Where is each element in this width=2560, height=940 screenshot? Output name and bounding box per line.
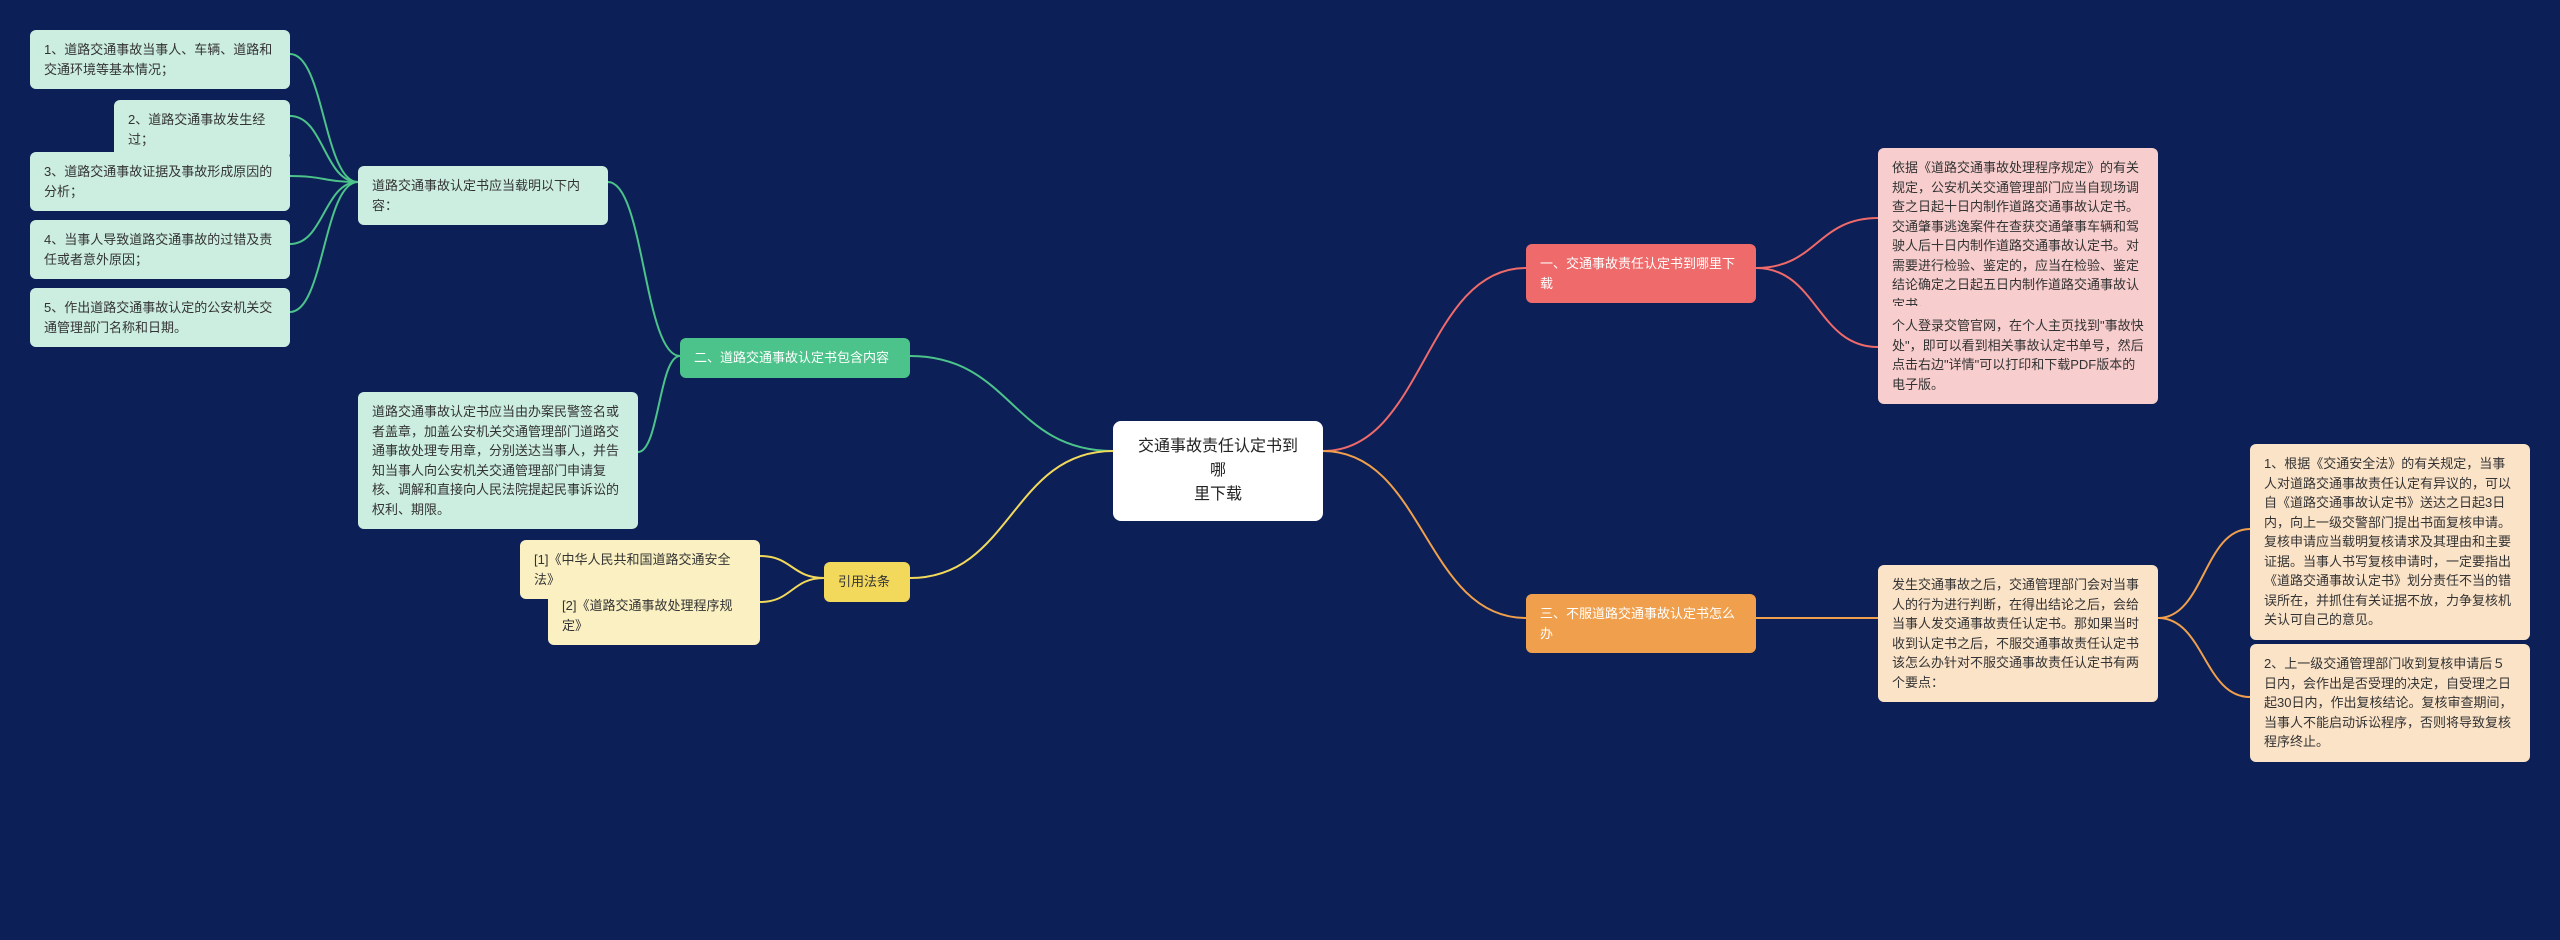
node-b2c1d: 4、当事人导致道路交通事故的过错及责任或者意外原因； — [30, 220, 290, 279]
node-b1: 一、交通事故责任认定书到哪里下载 — [1526, 244, 1756, 303]
node-b2: 二、道路交通事故认定书包含内容 — [680, 338, 910, 378]
node-b4: 引用法条 — [824, 562, 910, 602]
node-b2c1a: 1、道路交通事故当事人、车辆、道路和交通环境等基本情况； — [30, 30, 290, 89]
node-b2c1c: 3、道路交通事故证据及事故形成原因的分析； — [30, 152, 290, 211]
node-b3c1b: 2、上一级交通管理部门收到复核申请后５日内，会作出是否受理的决定，自受理之日起3… — [2250, 644, 2530, 762]
node-b2c1b: 2、道路交通事故发生经过； — [114, 100, 290, 159]
node-b3c1: 发生交通事故之后，交通管理部门会对当事人的行为进行判断，在得出结论之后，会给当事… — [1878, 565, 2158, 702]
node-b2c1: 道路交通事故认定书应当载明以下内容： — [358, 166, 608, 225]
node-b2c2: 道路交通事故认定书应当由办案民警签名或者盖章，加盖公安机关交通管理部门道路交通事… — [358, 392, 638, 529]
node-b4c2: [2]《道路交通事故处理程序规定》 — [548, 586, 760, 645]
node-b1c1: 依据《道路交通事故处理程序规定》的有关规定，公安机关交通管理部门应当自现场调查之… — [1878, 148, 2158, 324]
node-b3c1a: 1、根据《交通安全法》的有关规定，当事人对道路交通事故责任认定有异议的，可以自《… — [2250, 444, 2530, 640]
root-node: 交通事故责任认定书到哪里下载 — [1113, 421, 1323, 521]
node-b3: 三、不服道路交通事故认定书怎么办 — [1526, 594, 1756, 653]
node-b2c1e: 5、作出道路交通事故认定的公安机关交通管理部门名称和日期。 — [30, 288, 290, 347]
node-b1c2: 个人登录交管官网，在个人主页找到"事故快处"，即可以看到相关事故认定书单号，然后… — [1878, 306, 2158, 404]
